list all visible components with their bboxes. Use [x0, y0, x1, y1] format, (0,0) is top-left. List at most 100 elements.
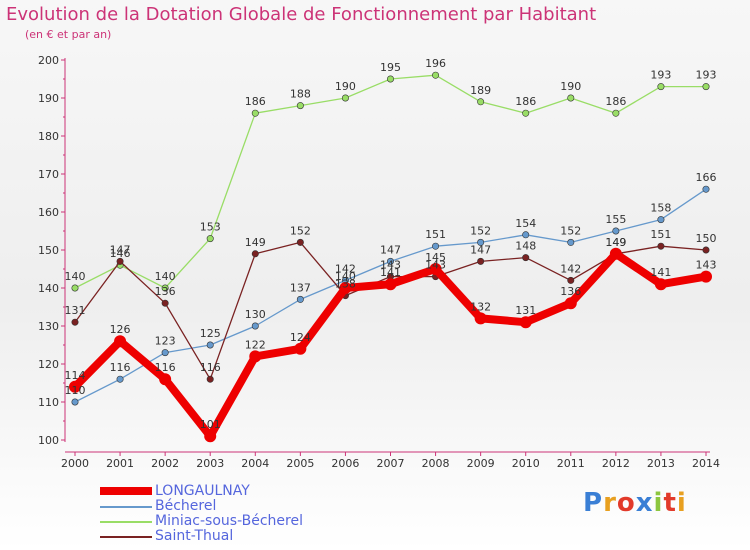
data-label: 136: [155, 285, 176, 298]
data-label: 190: [560, 80, 581, 93]
data-point-longaulnay: [519, 316, 532, 329]
data-label: 153: [200, 221, 221, 234]
data-point-becherel: [702, 185, 710, 193]
x-tick-label: 2008: [422, 457, 450, 470]
data-point-saint-thual: [161, 299, 169, 307]
data-label: 196: [425, 57, 446, 70]
data-point-saint-thual: [702, 246, 710, 254]
legend-label: Miniac-sous-Bécherel: [155, 513, 303, 529]
data-point-saint-thual: [71, 318, 79, 326]
data-point-saint-thual: [522, 254, 530, 262]
data-label: 189: [470, 84, 491, 97]
data-point-becherel: [386, 257, 394, 265]
legend-label: Saint-Thual: [155, 528, 234, 544]
data-label: 140: [335, 270, 356, 283]
data-label: 149: [605, 236, 626, 249]
data-point-longaulnay: [564, 297, 577, 310]
legend-swatch: [100, 506, 152, 508]
y-tick-label: 120: [38, 358, 59, 371]
data-label: 143: [380, 259, 401, 272]
data-label: 141: [650, 266, 671, 279]
data-point-miniac-sous-becherel: [251, 109, 259, 117]
data-point-becherel: [567, 238, 575, 246]
x-tick-label: 2005: [286, 457, 314, 470]
brand-logo: Proxiti: [583, 488, 687, 518]
data-point-saint-thual: [206, 375, 214, 383]
x-tick-label: 2001: [106, 457, 134, 470]
data-label: 151: [650, 228, 671, 241]
data-label: 143: [696, 259, 717, 272]
legend-swatch: [100, 521, 152, 523]
data-point-saint-thual: [116, 257, 124, 265]
data-label: 140: [155, 270, 176, 283]
y-tick-label: 190: [38, 92, 59, 105]
data-label: 114: [65, 369, 86, 382]
data-label: 186: [605, 95, 626, 108]
data-point-longaulnay: [384, 278, 397, 291]
data-point-longaulnay: [474, 312, 487, 325]
data-point-miniac-sous-becherel: [432, 71, 440, 79]
data-label: 116: [200, 361, 221, 374]
data-point-longaulnay: [159, 373, 172, 386]
data-label: 149: [245, 236, 266, 249]
data-point-becherel: [116, 375, 124, 383]
data-label: 116: [155, 361, 176, 374]
data-point-miniac-sous-becherel: [657, 83, 665, 91]
data-point-longaulnay: [69, 380, 81, 393]
data-label: 166: [696, 171, 717, 184]
legend-label: LONGAULNAY: [155, 483, 250, 499]
chart-subtitle: (en € et par an): [25, 28, 112, 41]
data-label: 147: [380, 243, 401, 256]
data-label: 147: [470, 243, 491, 256]
y-tick-label: 180: [38, 130, 59, 143]
data-point-longaulnay: [339, 282, 352, 294]
data-label: 124: [290, 331, 311, 344]
data-label: 193: [650, 69, 671, 82]
data-label: 101: [200, 418, 221, 431]
y-tick-label: 170: [38, 168, 59, 181]
data-label: 131: [515, 304, 536, 317]
chart-title: Evolution de la Dotation Globale de Fonc…: [6, 4, 597, 25]
x-tick-label: 2003: [196, 457, 224, 470]
data-label: 147: [110, 243, 131, 256]
data-point-longaulnay: [609, 247, 622, 260]
data-point-saint-thual: [567, 276, 575, 284]
data-label: 150: [696, 232, 717, 245]
data-label: 142: [335, 262, 356, 275]
x-tick-label: 2000: [61, 457, 89, 470]
data-point-miniac-sous-becherel: [161, 284, 169, 292]
x-tick-label: 2007: [377, 457, 405, 470]
data-label: 149: [605, 236, 626, 249]
data-label: 136: [560, 285, 581, 298]
data-label: 110: [65, 384, 86, 397]
data-point-longaulnay: [249, 350, 262, 363]
y-tick-label: 110: [38, 396, 59, 409]
data-label: 132: [470, 300, 491, 313]
data-point-becherel: [477, 238, 485, 246]
x-tick-label: 2002: [151, 457, 179, 470]
x-tick-label: 2006: [331, 457, 359, 470]
data-label: 145: [425, 251, 446, 264]
data-point-longaulnay: [429, 263, 442, 275]
data-point-miniac-sous-becherel: [296, 102, 304, 110]
x-tick-label: 2011: [557, 457, 585, 470]
data-point-miniac-sous-becherel: [477, 98, 485, 106]
x-tick-label: 2010: [512, 457, 540, 470]
data-label: 195: [380, 61, 401, 74]
legend-swatch: [100, 487, 152, 495]
data-label: 146: [110, 247, 131, 260]
y-tick-label: 140: [38, 282, 59, 295]
x-tick-label: 2004: [241, 457, 269, 470]
data-point-miniac-sous-becherel: [612, 109, 620, 117]
data-point-becherel: [161, 349, 169, 357]
data-label: 140: [65, 270, 86, 283]
data-point-becherel: [71, 398, 79, 406]
data-label: 116: [110, 361, 131, 374]
y-tick-label: 150: [38, 244, 59, 257]
data-point-saint-thual: [251, 250, 259, 258]
legend-label: Bécherel: [155, 498, 217, 514]
data-point-miniac-sous-becherel: [341, 94, 349, 102]
data-label: 137: [290, 281, 311, 294]
